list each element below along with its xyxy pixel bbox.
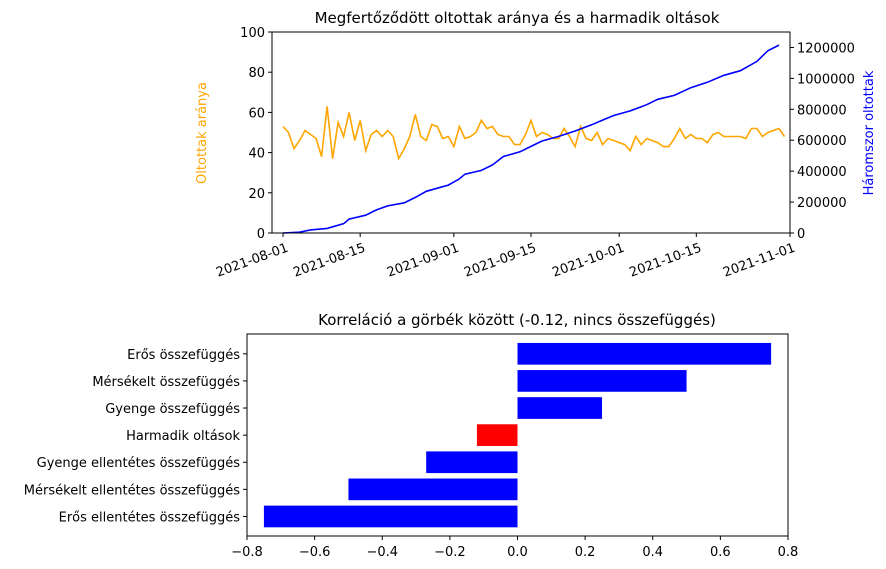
bar xyxy=(517,370,687,392)
bar-x-tick-label: 0.4 xyxy=(642,545,663,560)
bar-x-tick-label: 0.8 xyxy=(778,545,799,560)
left-y-tick-label: 20 xyxy=(248,187,265,202)
right-y-tick-label: 0 xyxy=(797,227,805,242)
bar-category-label: Erős ellentétes összefüggés xyxy=(59,510,241,525)
line-chart: Megfertőződött oltottak aránya és a harm… xyxy=(195,9,877,281)
bar-x-tick-label: −0.8 xyxy=(231,545,263,560)
x-tick-label: 2021-08-15 xyxy=(291,241,367,281)
x-tick-label: 2021-10-15 xyxy=(628,241,704,281)
bar-x-tick-label: 0.6 xyxy=(710,545,731,560)
right-y-tick-label: 200000 xyxy=(797,196,847,211)
bar-category-label: Mérsékelt összefüggés xyxy=(92,375,240,390)
x-tick-label: 2021-10-01 xyxy=(550,241,626,281)
right-y-axis-label: Háromszor oltottak xyxy=(862,70,877,195)
left-y-tick-label: 80 xyxy=(248,66,265,81)
bar xyxy=(263,505,518,528)
bar-category-label: Erős összefüggés xyxy=(127,348,240,363)
bar-category-label: Gyenge összefüggés xyxy=(105,402,240,417)
bar-x-tick-label: −0.2 xyxy=(434,545,466,560)
bar xyxy=(348,478,518,501)
bar-category-label: Mérsékelt ellentétes összefüggés xyxy=(24,483,240,498)
bar-y-axis: Erős ellentétes összefüggés Mérsékelt ell… xyxy=(24,348,247,525)
bar xyxy=(517,342,772,365)
left-y-tick-label: 40 xyxy=(248,147,265,162)
x-tick-label: 2021-08-01 xyxy=(214,241,290,281)
left-y-axis: 0 20 40 60 80 100 xyxy=(240,26,272,242)
line-chart-series xyxy=(282,44,786,234)
left-y-axis-label: Oltottak aránya xyxy=(195,82,210,184)
right-y-axis: 0 200000 400000 600000 800000 1000000 1200000 xyxy=(790,41,855,242)
bar-x-tick-label: −0.4 xyxy=(366,545,398,560)
bar-category-label: Harmadik oltások xyxy=(126,429,240,444)
right-y-tick-label: 800000 xyxy=(797,103,847,118)
x-tick-label: 2021-09-15 xyxy=(462,241,538,281)
bar-chart-title: Korreláció a görbék között (-0.12, nincs… xyxy=(318,311,716,329)
bar-x-tick-label: 0.2 xyxy=(575,545,596,560)
x-axis: 2021-08-01 2021-08-15 2021-09-01 2021-09-15… xyxy=(214,233,797,281)
bar xyxy=(426,451,518,474)
left-y-tick-label: 60 xyxy=(248,106,265,121)
bar xyxy=(517,397,603,419)
line-chart-frame xyxy=(271,31,791,234)
left-series-line xyxy=(282,106,786,161)
left-y-tick-label: 0 xyxy=(257,227,265,242)
bar-x-axis: −0.8 −0.6 −0.4 −0.2 0.0 0.2 0.4 0.6 0.8 xyxy=(231,536,798,560)
left-y-tick-label: 100 xyxy=(240,26,265,41)
bar-chart: Korreláció a görbék között (-0.12, nincs… xyxy=(24,311,799,560)
right-y-tick-label: 400000 xyxy=(797,165,847,180)
bar-chart-bars xyxy=(263,342,772,528)
bar xyxy=(476,424,518,446)
right-y-tick-label: 1200000 xyxy=(797,41,855,56)
right-series-line xyxy=(282,44,780,234)
x-tick-label: 2021-09-01 xyxy=(385,241,461,281)
bar-category-label: Gyenge ellentétes összefüggés xyxy=(37,456,241,471)
right-y-tick-label: 600000 xyxy=(797,134,847,149)
right-y-tick-label: 1000000 xyxy=(797,72,855,87)
line-chart-title: Megfertőződött oltottak aránya és a harm… xyxy=(315,9,720,27)
bar-x-tick-label: 0.0 xyxy=(507,545,528,560)
bar-x-tick-label: −0.6 xyxy=(299,545,331,560)
x-tick-label: 2021-11-01 xyxy=(721,241,797,281)
